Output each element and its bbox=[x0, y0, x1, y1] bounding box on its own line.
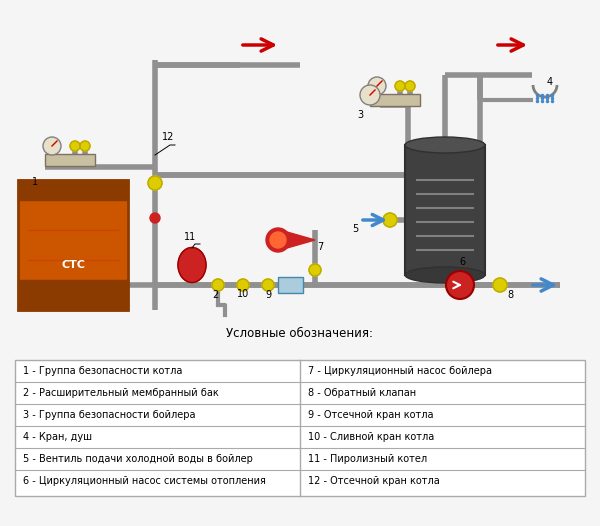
Text: 6 - Циркуляционный насос системы отопления: 6 - Циркуляционный насос системы отоплен… bbox=[23, 476, 266, 486]
Circle shape bbox=[150, 213, 160, 223]
Text: 9: 9 bbox=[265, 290, 271, 300]
Circle shape bbox=[493, 278, 507, 292]
Bar bbox=[370, 94, 420, 106]
Text: 8 - Обратный клапан: 8 - Обратный клапан bbox=[308, 388, 416, 398]
Circle shape bbox=[148, 176, 162, 190]
Text: 11 - Пиролизный котел: 11 - Пиролизный котел bbox=[308, 454, 427, 464]
Circle shape bbox=[446, 271, 474, 299]
Ellipse shape bbox=[405, 137, 485, 153]
Ellipse shape bbox=[178, 248, 206, 282]
Circle shape bbox=[368, 77, 386, 95]
Text: 11: 11 bbox=[184, 232, 196, 242]
Ellipse shape bbox=[405, 267, 485, 283]
Polygon shape bbox=[280, 230, 315, 250]
Circle shape bbox=[309, 264, 321, 276]
Bar bbox=[18, 280, 128, 310]
Text: 9 - Отсечной кран котла: 9 - Отсечной кран котла bbox=[308, 410, 433, 420]
Circle shape bbox=[395, 81, 405, 91]
Text: 8: 8 bbox=[507, 290, 513, 300]
Circle shape bbox=[360, 85, 380, 105]
Bar bbox=[18, 180, 128, 200]
Bar bbox=[18, 180, 128, 310]
Circle shape bbox=[262, 279, 274, 291]
Text: 5 - Вентиль подачи холодной воды в бойлер: 5 - Вентиль подачи холодной воды в бойле… bbox=[23, 454, 253, 464]
Circle shape bbox=[212, 279, 224, 291]
Text: 10: 10 bbox=[237, 289, 249, 299]
Bar bbox=[278, 277, 303, 293]
Text: 2: 2 bbox=[212, 290, 218, 300]
Circle shape bbox=[270, 232, 286, 248]
Circle shape bbox=[80, 141, 90, 151]
Bar bbox=[405, 145, 485, 275]
Text: 12: 12 bbox=[162, 132, 175, 142]
Circle shape bbox=[237, 279, 249, 291]
Text: 7: 7 bbox=[317, 242, 323, 252]
Text: 7 - Циркуляционный насос бойлера: 7 - Циркуляционный насос бойлера bbox=[308, 366, 492, 376]
Bar bbox=[45, 154, 95, 166]
Text: 12 - Отсечной кран котла: 12 - Отсечной кран котла bbox=[308, 476, 440, 486]
Text: 1 - Группа безопасности котла: 1 - Группа безопасности котла bbox=[23, 366, 182, 376]
Circle shape bbox=[43, 137, 61, 155]
Text: 6: 6 bbox=[459, 257, 465, 267]
Text: Условные обозначения:: Условные обозначения: bbox=[227, 327, 373, 340]
Text: 1: 1 bbox=[32, 177, 38, 187]
Text: 4: 4 bbox=[547, 77, 553, 87]
Text: 4 - Кран, душ: 4 - Кран, душ bbox=[23, 432, 92, 442]
Text: 5: 5 bbox=[352, 224, 358, 234]
Circle shape bbox=[70, 141, 80, 151]
Text: 3 - Группа безопасности бойлера: 3 - Группа безопасности бойлера bbox=[23, 410, 196, 420]
Circle shape bbox=[383, 213, 397, 227]
Circle shape bbox=[266, 228, 290, 252]
Bar bbox=[15, 360, 585, 496]
Text: 2 - Расширительный мембранный бак: 2 - Расширительный мембранный бак bbox=[23, 388, 219, 398]
Circle shape bbox=[405, 81, 415, 91]
Text: 10 - Сливной кран котла: 10 - Сливной кран котла bbox=[308, 432, 434, 442]
Text: 3: 3 bbox=[357, 110, 363, 120]
Text: СТС: СТС bbox=[61, 260, 85, 270]
